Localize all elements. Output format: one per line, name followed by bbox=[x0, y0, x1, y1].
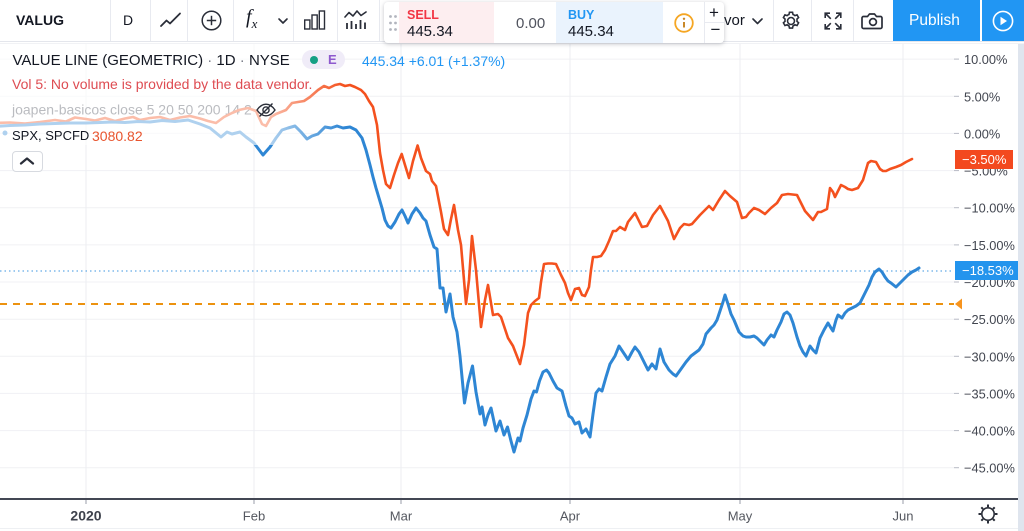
svg-text:−25.00%: −25.00% bbox=[964, 312, 1015, 327]
svg-text:May: May bbox=[728, 509, 753, 524]
svg-text:−18.53%: −18.53% bbox=[962, 263, 1014, 278]
svg-text:10.00%: 10.00% bbox=[964, 52, 1007, 67]
svg-text:−45.00%: −45.00% bbox=[964, 461, 1015, 476]
svg-text:0.00%: 0.00% bbox=[964, 126, 1000, 141]
svg-text:−15.00%: −15.00% bbox=[964, 238, 1015, 253]
svg-text:−35.00%: −35.00% bbox=[964, 386, 1015, 401]
svg-text:−40.00%: −40.00% bbox=[964, 424, 1015, 439]
svg-text:Feb: Feb bbox=[243, 509, 265, 524]
svg-text:Mar: Mar bbox=[390, 509, 413, 524]
svg-text:−30.00%: −30.00% bbox=[964, 349, 1015, 364]
svg-text:−3.50%: −3.50% bbox=[962, 152, 1007, 167]
svg-text:Apr: Apr bbox=[560, 509, 581, 524]
svg-text:Jun: Jun bbox=[893, 509, 914, 524]
svg-text:5.00%: 5.00% bbox=[964, 89, 1000, 104]
svg-text:−10.00%: −10.00% bbox=[964, 201, 1015, 216]
svg-text:2020: 2020 bbox=[70, 508, 101, 524]
